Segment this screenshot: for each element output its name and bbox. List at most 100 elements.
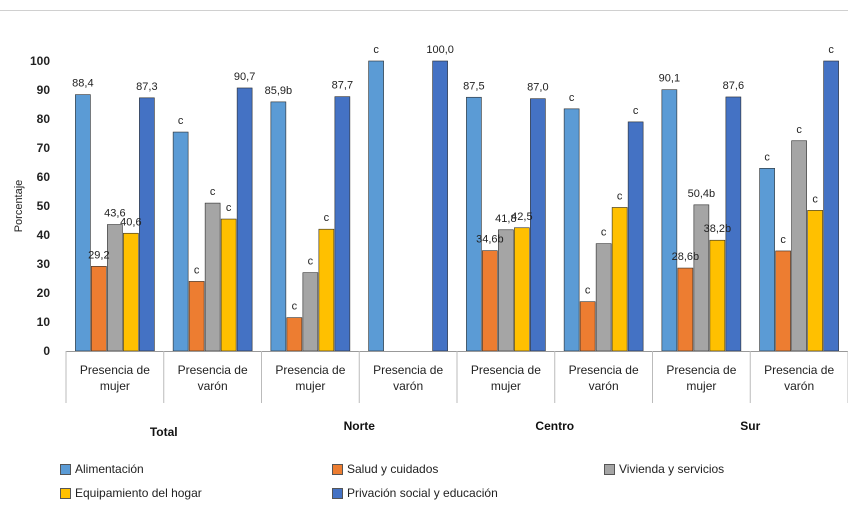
bar	[661, 89, 678, 352]
bar	[236, 87, 253, 352]
x-category-label: mujer	[686, 379, 716, 393]
bar	[123, 232, 139, 352]
bar	[627, 121, 644, 352]
data-label: 100,0	[426, 44, 454, 56]
data-label: 88,4	[72, 78, 93, 90]
bar	[466, 96, 482, 352]
bar	[75, 94, 91, 352]
legend-swatch	[604, 463, 615, 475]
data-label: 87,3	[136, 81, 157, 93]
data-label: 28,6b	[672, 251, 700, 263]
y-tick-label: 40	[37, 228, 51, 242]
group-label: Total	[150, 425, 178, 439]
bar-chart: 0 10 20 30 40 50 60 70 80 90 100 88,4 29,2 43,640,6 8…	[0, 10, 848, 439]
bar	[709, 239, 726, 352]
y-tick-label: 70	[37, 141, 51, 155]
bar	[595, 243, 612, 352]
data-label: c	[226, 202, 232, 214]
data-label: c	[569, 92, 575, 104]
bar	[677, 267, 694, 352]
bar	[432, 60, 448, 352]
data-label: c	[601, 227, 607, 239]
legend-label: Alimentación	[75, 462, 144, 476]
bar	[611, 207, 628, 352]
y-tick-label: 0	[43, 344, 50, 358]
bar	[368, 60, 384, 352]
x-category-label: Presencia de	[471, 363, 541, 377]
data-label: 90,1	[659, 73, 680, 85]
bar	[302, 272, 319, 352]
bar	[204, 202, 221, 352]
data-label: 42,5	[511, 211, 532, 223]
data-label: c	[796, 124, 802, 136]
x-category-label: mujer	[295, 379, 325, 393]
x-category-label: Presencia de	[569, 363, 639, 377]
x-category-label: Presencia de	[666, 363, 736, 377]
x-category-label: Presencia de	[275, 363, 345, 377]
x-category-label: Presencia de	[178, 363, 248, 377]
x-category-label: varón	[393, 379, 423, 393]
bar	[270, 101, 287, 352]
data-labels: 88,429,243,640,687,3cccc90,785,9bccc87,7…	[72, 44, 834, 313]
legend-swatch	[60, 487, 71, 499]
x-axis: Presencia de mujer Presencia de varón Presen…	[65, 351, 848, 439]
data-label: c	[780, 234, 786, 246]
bar	[563, 108, 580, 352]
x-category-label: Presencia de	[373, 363, 443, 377]
legend-item-equipamiento: Equipamiento del hogar	[60, 486, 202, 500]
bar	[775, 250, 791, 352]
data-label: 43,6	[104, 208, 125, 220]
bar	[107, 224, 123, 352]
bar	[482, 250, 498, 352]
data-label: c	[178, 115, 184, 127]
data-label: 50,4b	[688, 188, 716, 200]
data-label: 90,7	[234, 71, 255, 83]
data-label: c	[617, 190, 623, 202]
bar	[220, 218, 237, 352]
data-label: 40,6	[120, 216, 141, 228]
data-label: c	[828, 44, 834, 56]
legend-item-salud: Salud y cuidados	[332, 462, 438, 476]
data-label: c	[812, 193, 818, 205]
bar	[334, 96, 351, 352]
bar	[759, 168, 775, 352]
bar	[530, 98, 546, 352]
data-label: 41,8	[495, 213, 516, 225]
y-axis: 0 10 20 30 40 50 60 70 80 90 100	[30, 54, 50, 358]
bars	[75, 60, 839, 352]
legend-item-vivienda: Vivienda y servicios	[604, 462, 724, 476]
y-tick-label: 60	[37, 170, 51, 184]
bar	[823, 60, 839, 352]
bar	[286, 317, 303, 352]
y-tick-label: 50	[37, 199, 51, 213]
x-category-label: Presencia de	[764, 363, 834, 377]
data-label: c	[210, 186, 216, 198]
bar	[318, 228, 335, 352]
y-axis-title: Porcentaje	[13, 180, 25, 233]
group-label: Sur	[740, 419, 760, 433]
y-tick-label: 80	[37, 112, 51, 126]
data-label: 87,5	[463, 80, 484, 92]
group-label: Norte	[344, 419, 376, 433]
group-label: Centro	[535, 419, 574, 433]
data-label: c	[585, 285, 591, 297]
data-label: c	[292, 301, 298, 313]
legend-swatch	[60, 463, 71, 475]
bar	[139, 97, 155, 352]
bar	[188, 281, 205, 352]
y-tick-label: 20	[37, 286, 51, 300]
x-category-label: varón	[589, 379, 619, 393]
x-category-label: Presencia de	[80, 363, 150, 377]
data-label: 38,2b	[704, 223, 732, 235]
bar	[172, 131, 189, 352]
x-category-label: varón	[784, 379, 814, 393]
data-label: 29,2	[88, 249, 109, 261]
data-label: 87,6	[723, 80, 744, 92]
legend-label: Privación social y educación	[347, 486, 498, 500]
x-category-label: varón	[198, 379, 228, 393]
legend-label: Salud y cuidados	[347, 462, 439, 476]
x-category-label: mujer	[491, 379, 521, 393]
data-label: c	[308, 256, 314, 268]
legend-item-privacion: Privación social y educación	[332, 486, 498, 500]
legend-label: Equipamiento del hogar	[75, 486, 202, 500]
